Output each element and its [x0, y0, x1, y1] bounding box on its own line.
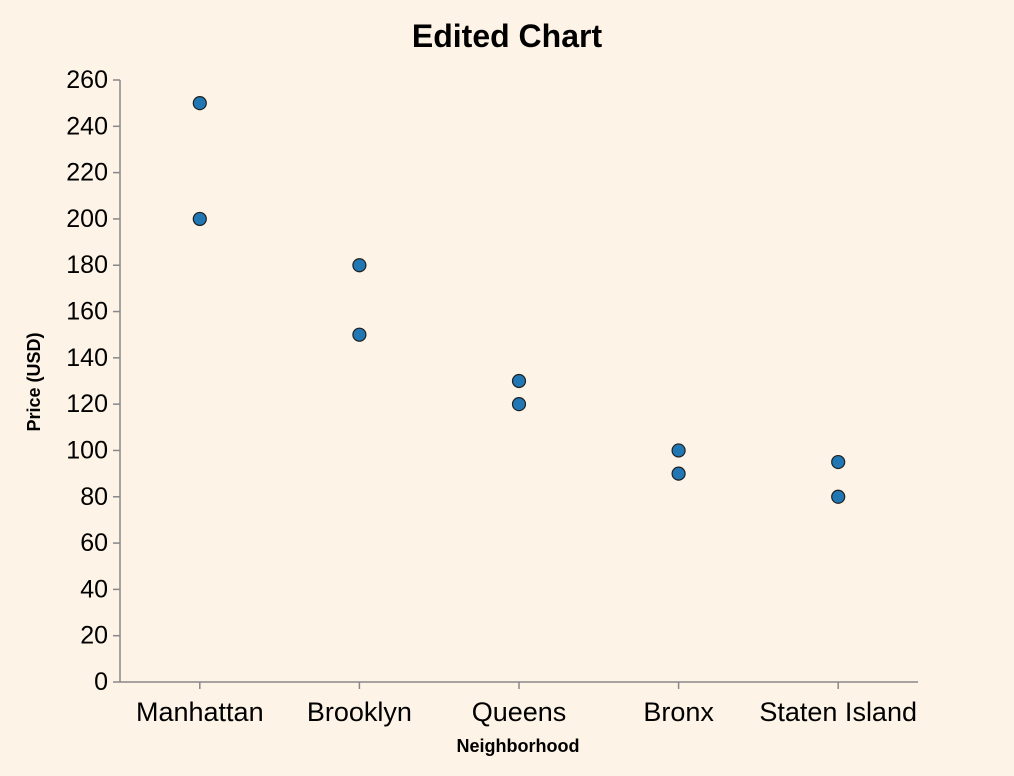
- data-point: [352, 327, 367, 342]
- x-tick-label: Staten Island: [759, 697, 917, 727]
- data-points: [192, 96, 846, 504]
- x-axis: Manhattan Brooklyn Queens Bronx Staten Islan…: [120, 681, 918, 727]
- x-axis-title: Neighborhood: [457, 736, 580, 756]
- y-axis-title: Price (USD): [24, 332, 44, 431]
- data-point: [831, 489, 846, 504]
- y-tick-label: 120: [66, 390, 108, 418]
- data-point: [352, 258, 367, 273]
- y-tick-label: 160: [66, 298, 108, 326]
- y-tick-label: 0: [94, 668, 108, 696]
- y-tick-label: 220: [66, 159, 108, 187]
- y-tick-label: 80: [80, 483, 108, 511]
- x-tick-label: Manhattan: [136, 697, 264, 727]
- chart-title: Edited Chart: [412, 18, 603, 54]
- x-tick-label: Bronx: [643, 697, 714, 727]
- y-axis: 0 20 40 60 80 100 120 140 160 180 200 220 240 260: [66, 66, 121, 696]
- y-tick-label: 100: [66, 436, 108, 464]
- y-tick-label: 140: [66, 344, 108, 372]
- y-tick-label: 240: [66, 112, 108, 140]
- x-tick-label: Brooklyn: [307, 697, 412, 727]
- y-tick-label: 200: [66, 205, 108, 233]
- data-point: [511, 397, 527, 412]
- data-point: [192, 96, 207, 111]
- data-point: [671, 466, 686, 481]
- y-tick-label: 180: [66, 251, 108, 279]
- data-point: [671, 443, 686, 458]
- data-point: [192, 211, 207, 227]
- data-point: [511, 373, 527, 389]
- y-tick-label: 20: [80, 622, 108, 650]
- y-tick-label: 60: [80, 529, 108, 557]
- x-tick-label: Queens: [472, 697, 567, 727]
- data-point: [831, 454, 846, 470]
- y-tick-label: 40: [80, 575, 108, 603]
- y-tick-label: 260: [66, 66, 108, 94]
